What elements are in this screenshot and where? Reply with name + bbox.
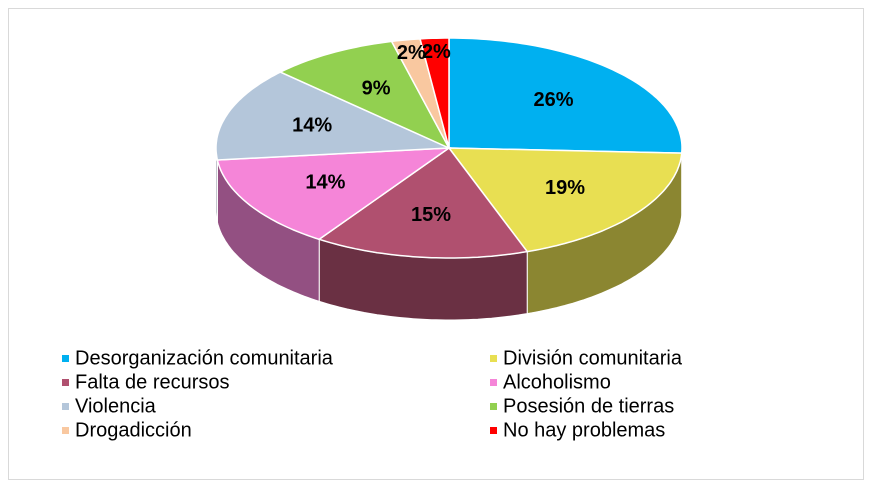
data-label: 14% — [305, 172, 345, 194]
legend-label: Drogadicción — [75, 419, 192, 441]
legend-label: Falta de recursos — [75, 371, 230, 393]
pie-slice — [390, 38, 450, 149]
legend-swatch — [490, 379, 497, 386]
data-label: 9% — [362, 77, 391, 99]
pie-slice — [419, 37, 450, 149]
data-label: 15% — [411, 204, 451, 226]
pie-slice — [215, 71, 450, 161]
pie-slice — [448, 37, 683, 154]
data-label: 14% — [292, 114, 332, 136]
legend-label: No hay problemas — [503, 419, 665, 441]
legend-label: Violencia — [75, 395, 157, 417]
data-label: 2% — [397, 42, 426, 64]
pie-slice — [317, 146, 529, 259]
legend-swatch — [490, 427, 497, 434]
legend-swatch — [490, 403, 497, 410]
legend-swatch — [62, 379, 69, 386]
legend-swatch — [62, 403, 69, 410]
legend-swatch — [62, 355, 69, 362]
data-label: 19% — [545, 177, 585, 199]
pie-slice — [278, 40, 451, 150]
pie-slice — [216, 147, 452, 241]
legend-swatch — [62, 427, 69, 434]
data-label: 2% — [422, 41, 451, 63]
data-label: 26% — [533, 89, 573, 111]
legend-label: Alcoholismo — [503, 371, 611, 393]
pie-slice — [447, 147, 683, 253]
legend-label: División comunitaria — [503, 347, 683, 369]
legend-swatch — [490, 355, 497, 362]
legend-label: Posesión de tierras — [503, 395, 674, 417]
legend-label: Desorganización comunitaria — [75, 347, 334, 369]
